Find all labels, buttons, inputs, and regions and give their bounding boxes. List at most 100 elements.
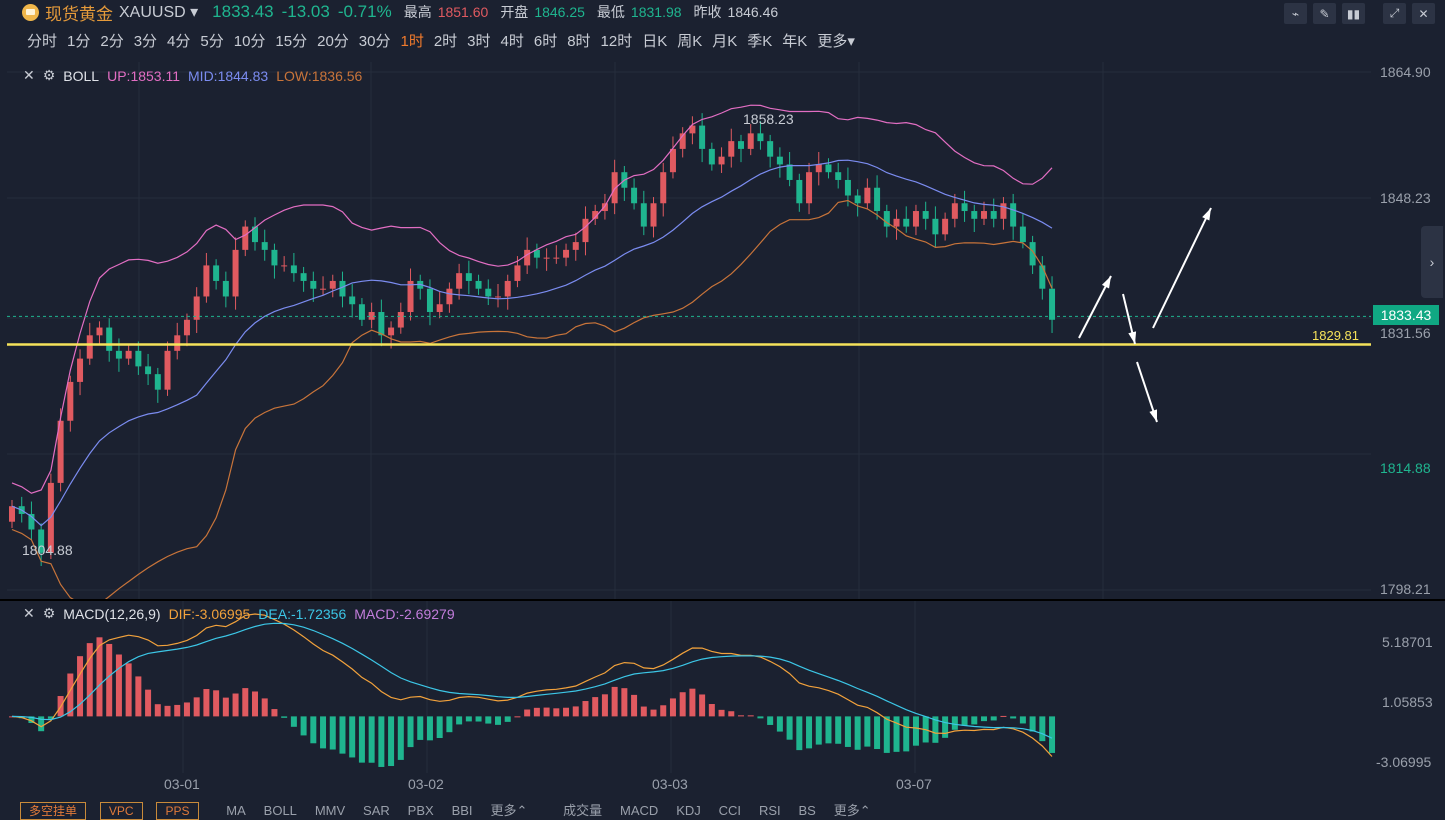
macd-histogram-bar — [543, 707, 550, 717]
main-chart-panel[interactable]: ✕ ⚙ BOLL UP:1853.11 MID:1844.83 LOW:1836… — [7, 62, 1371, 600]
candle-body — [854, 195, 861, 204]
chart-type-icon[interactable]: ⌁ — [1284, 3, 1307, 24]
order-book-button[interactable]: 多空挂单 — [20, 802, 87, 820]
macd-chart[interactable] — [7, 601, 1371, 773]
timeframe-9[interactable]: 30分 — [358, 33, 391, 50]
timeframe-22[interactable]: 更多▾ — [817, 33, 855, 50]
timeframe-2[interactable]: 2分 — [100, 33, 124, 50]
candle-body — [747, 133, 754, 149]
timeframe-8[interactable]: 20分 — [317, 33, 349, 50]
timeframe-14[interactable]: 6时 — [533, 33, 558, 50]
candle-style-icon[interactable]: ▮▮ — [1342, 3, 1365, 24]
timeframe-18[interactable]: 周K — [677, 33, 703, 50]
timeframe-16[interactable]: 12时 — [600, 33, 633, 50]
macd-histogram-bar — [378, 716, 385, 767]
ind-pbx[interactable]: PBX — [407, 803, 434, 818]
macd-histogram-bar — [145, 689, 152, 717]
timeframe-bar: 分时 1分 2分 3分 4分 5分 10分 15分 20分 30分 1时 2时 3时 4时 6时 8时 12时日… — [22, 30, 860, 52]
candle-body — [86, 335, 93, 359]
macd-histogram-bar — [582, 701, 589, 717]
sub-ind-kdj[interactable]: KDJ — [676, 803, 701, 818]
candle-body — [456, 273, 463, 289]
sub-ind-macd[interactable]: MACD — [620, 803, 659, 818]
macd-settings-gear-icon[interactable]: ⚙ — [42, 605, 56, 621]
timeframe-1[interactable]: 1分 — [67, 33, 91, 50]
panel-divider[interactable] — [0, 599, 1445, 601]
expand-panel-chevron-icon[interactable]: › — [1421, 226, 1443, 298]
candle-body — [981, 211, 987, 219]
sub-ind-cci[interactable]: CCI — [718, 803, 742, 818]
macd-histogram-bar — [174, 704, 181, 717]
macd-histogram-bar — [776, 716, 783, 732]
candle-body — [106, 327, 113, 351]
timeframe-3[interactable]: 3分 — [133, 33, 158, 50]
candlestick-chart[interactable] — [7, 62, 1371, 600]
macd-histogram-bar — [718, 709, 725, 717]
timeframe-19[interactable]: 月K — [712, 33, 738, 50]
ind-sar[interactable]: SAR — [363, 803, 390, 818]
timeframe-11[interactable]: 2时 — [433, 33, 458, 50]
candle-body — [592, 211, 599, 219]
fullscreen-icon[interactable]: ⤢ — [1383, 3, 1406, 24]
ind-more[interactable]: 更多⌃ — [490, 803, 528, 818]
candle-body — [115, 350, 122, 359]
candle-body — [320, 288, 327, 290]
candle-body — [543, 257, 550, 259]
macd-histogram-bar — [631, 694, 638, 717]
timeframe-13[interactable]: 4时 — [500, 33, 524, 50]
candle-body — [475, 280, 482, 289]
max-price-label: 1858.23 — [743, 111, 794, 127]
macd-histogram-bar — [1010, 716, 1017, 719]
candle-body — [912, 211, 919, 227]
draw-icon[interactable]: ✎ — [1313, 3, 1336, 24]
sub-ind-more[interactable]: 更多⌃ — [833, 803, 871, 818]
ind-bbi[interactable]: BBI — [451, 803, 473, 818]
close-indicator-icon[interactable]: ✕ — [23, 67, 35, 83]
candle-body — [533, 249, 540, 258]
candle-body — [67, 381, 74, 421]
timeframe-12[interactable]: 3时 — [467, 33, 491, 50]
candle-body — [164, 350, 171, 390]
timeframe-20[interactable]: 季K — [747, 33, 773, 50]
ind-ma[interactable]: MA — [226, 803, 246, 818]
candle-body — [582, 218, 589, 243]
timeframe-4[interactable]: 4分 — [167, 33, 191, 50]
candle-body — [145, 366, 152, 375]
boll-upper-line — [11, 104, 1053, 494]
price-axis-1: 1864.90 — [1380, 64, 1431, 80]
candle-body — [699, 125, 706, 149]
macd-histogram-bar — [193, 697, 200, 717]
close-macd-icon[interactable]: ✕ — [23, 605, 35, 621]
pps-button[interactable]: PPS — [156, 802, 199, 820]
timeframe-7[interactable]: 15分 — [275, 33, 308, 50]
macd-histogram-bar — [504, 716, 511, 722]
sub-ind-rsi[interactable]: RSI — [758, 803, 781, 818]
timeframe-17[interactable]: 日K — [642, 33, 668, 50]
sub-ind-volume[interactable]: 成交量 — [563, 803, 603, 818]
macd-histogram-bar — [213, 690, 220, 717]
macd-histogram-bar — [183, 702, 190, 717]
sub-ind-bs[interactable]: BS — [798, 803, 816, 818]
timeframe-10[interactable]: 1时 — [400, 33, 424, 50]
macd-histogram-bar — [252, 691, 258, 717]
timeframe-6[interactable]: 10分 — [233, 33, 266, 50]
macd-panel[interactable]: ✕ ⚙ MACD(12,26,9) DIF:-3.06995 DEA:-1.72… — [7, 601, 1371, 773]
vpc-button[interactable]: VPC — [99, 802, 143, 820]
macd-histogram-bar — [786, 716, 793, 740]
timeframe-21[interactable]: 年K — [782, 33, 808, 50]
ind-boll[interactable]: BOLL — [263, 803, 297, 818]
candle-body — [397, 312, 404, 328]
prev-close-value: 1846.46 — [727, 4, 779, 20]
close-icon[interactable]: ✕ — [1412, 3, 1435, 24]
candle-body — [631, 187, 638, 204]
candle-body — [601, 203, 608, 212]
price-axis-5: 1814.88 — [1380, 460, 1431, 476]
candle-body — [728, 141, 735, 157]
timeframe-5[interactable]: 5分 — [200, 33, 224, 50]
macd-histogram-bar — [222, 697, 229, 717]
timeframe-15[interactable]: 8时 — [567, 33, 591, 50]
settings-gear-icon[interactable]: ⚙ — [42, 67, 56, 83]
ind-mmv[interactable]: MMV — [314, 803, 346, 818]
symbol-selector[interactable]: XAUUSD ▾ — [119, 4, 199, 21]
timeframe-0[interactable]: 分时 — [27, 33, 58, 50]
